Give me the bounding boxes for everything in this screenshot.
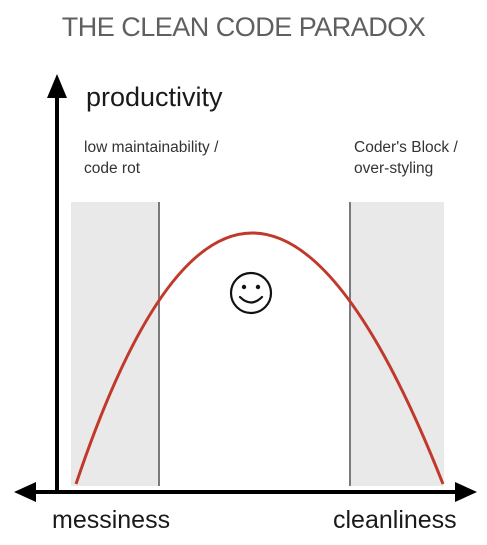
y-axis-arrow-icon bbox=[47, 74, 67, 98]
left-zone-caption: low maintainability / code rot bbox=[84, 137, 274, 179]
y-axis-label: productivity bbox=[86, 82, 223, 112]
x-axis-left-label: messiness bbox=[52, 506, 171, 534]
left-zone-caption-line: low maintainability / bbox=[84, 139, 219, 156]
smiley-face-icon bbox=[229, 271, 273, 315]
right-zone-caption: Coder's Block / over-styling bbox=[354, 137, 484, 179]
x-axis-right-arrow-icon bbox=[455, 482, 477, 502]
left-zone-caption-line: code rot bbox=[84, 160, 141, 177]
diagram-title: THE CLEAN CODE PARADOX bbox=[61, 12, 426, 42]
right-zone-caption-line: over-styling bbox=[354, 160, 434, 177]
right-zone-band bbox=[350, 202, 444, 486]
left-zone-band bbox=[71, 202, 159, 486]
productivity-curve bbox=[74, 231, 445, 485]
x-axis-right-label: cleanliness bbox=[333, 506, 457, 534]
right-zone-caption-line: Coder's Block / bbox=[354, 139, 458, 156]
x-axis-left-arrow-icon bbox=[14, 482, 36, 502]
